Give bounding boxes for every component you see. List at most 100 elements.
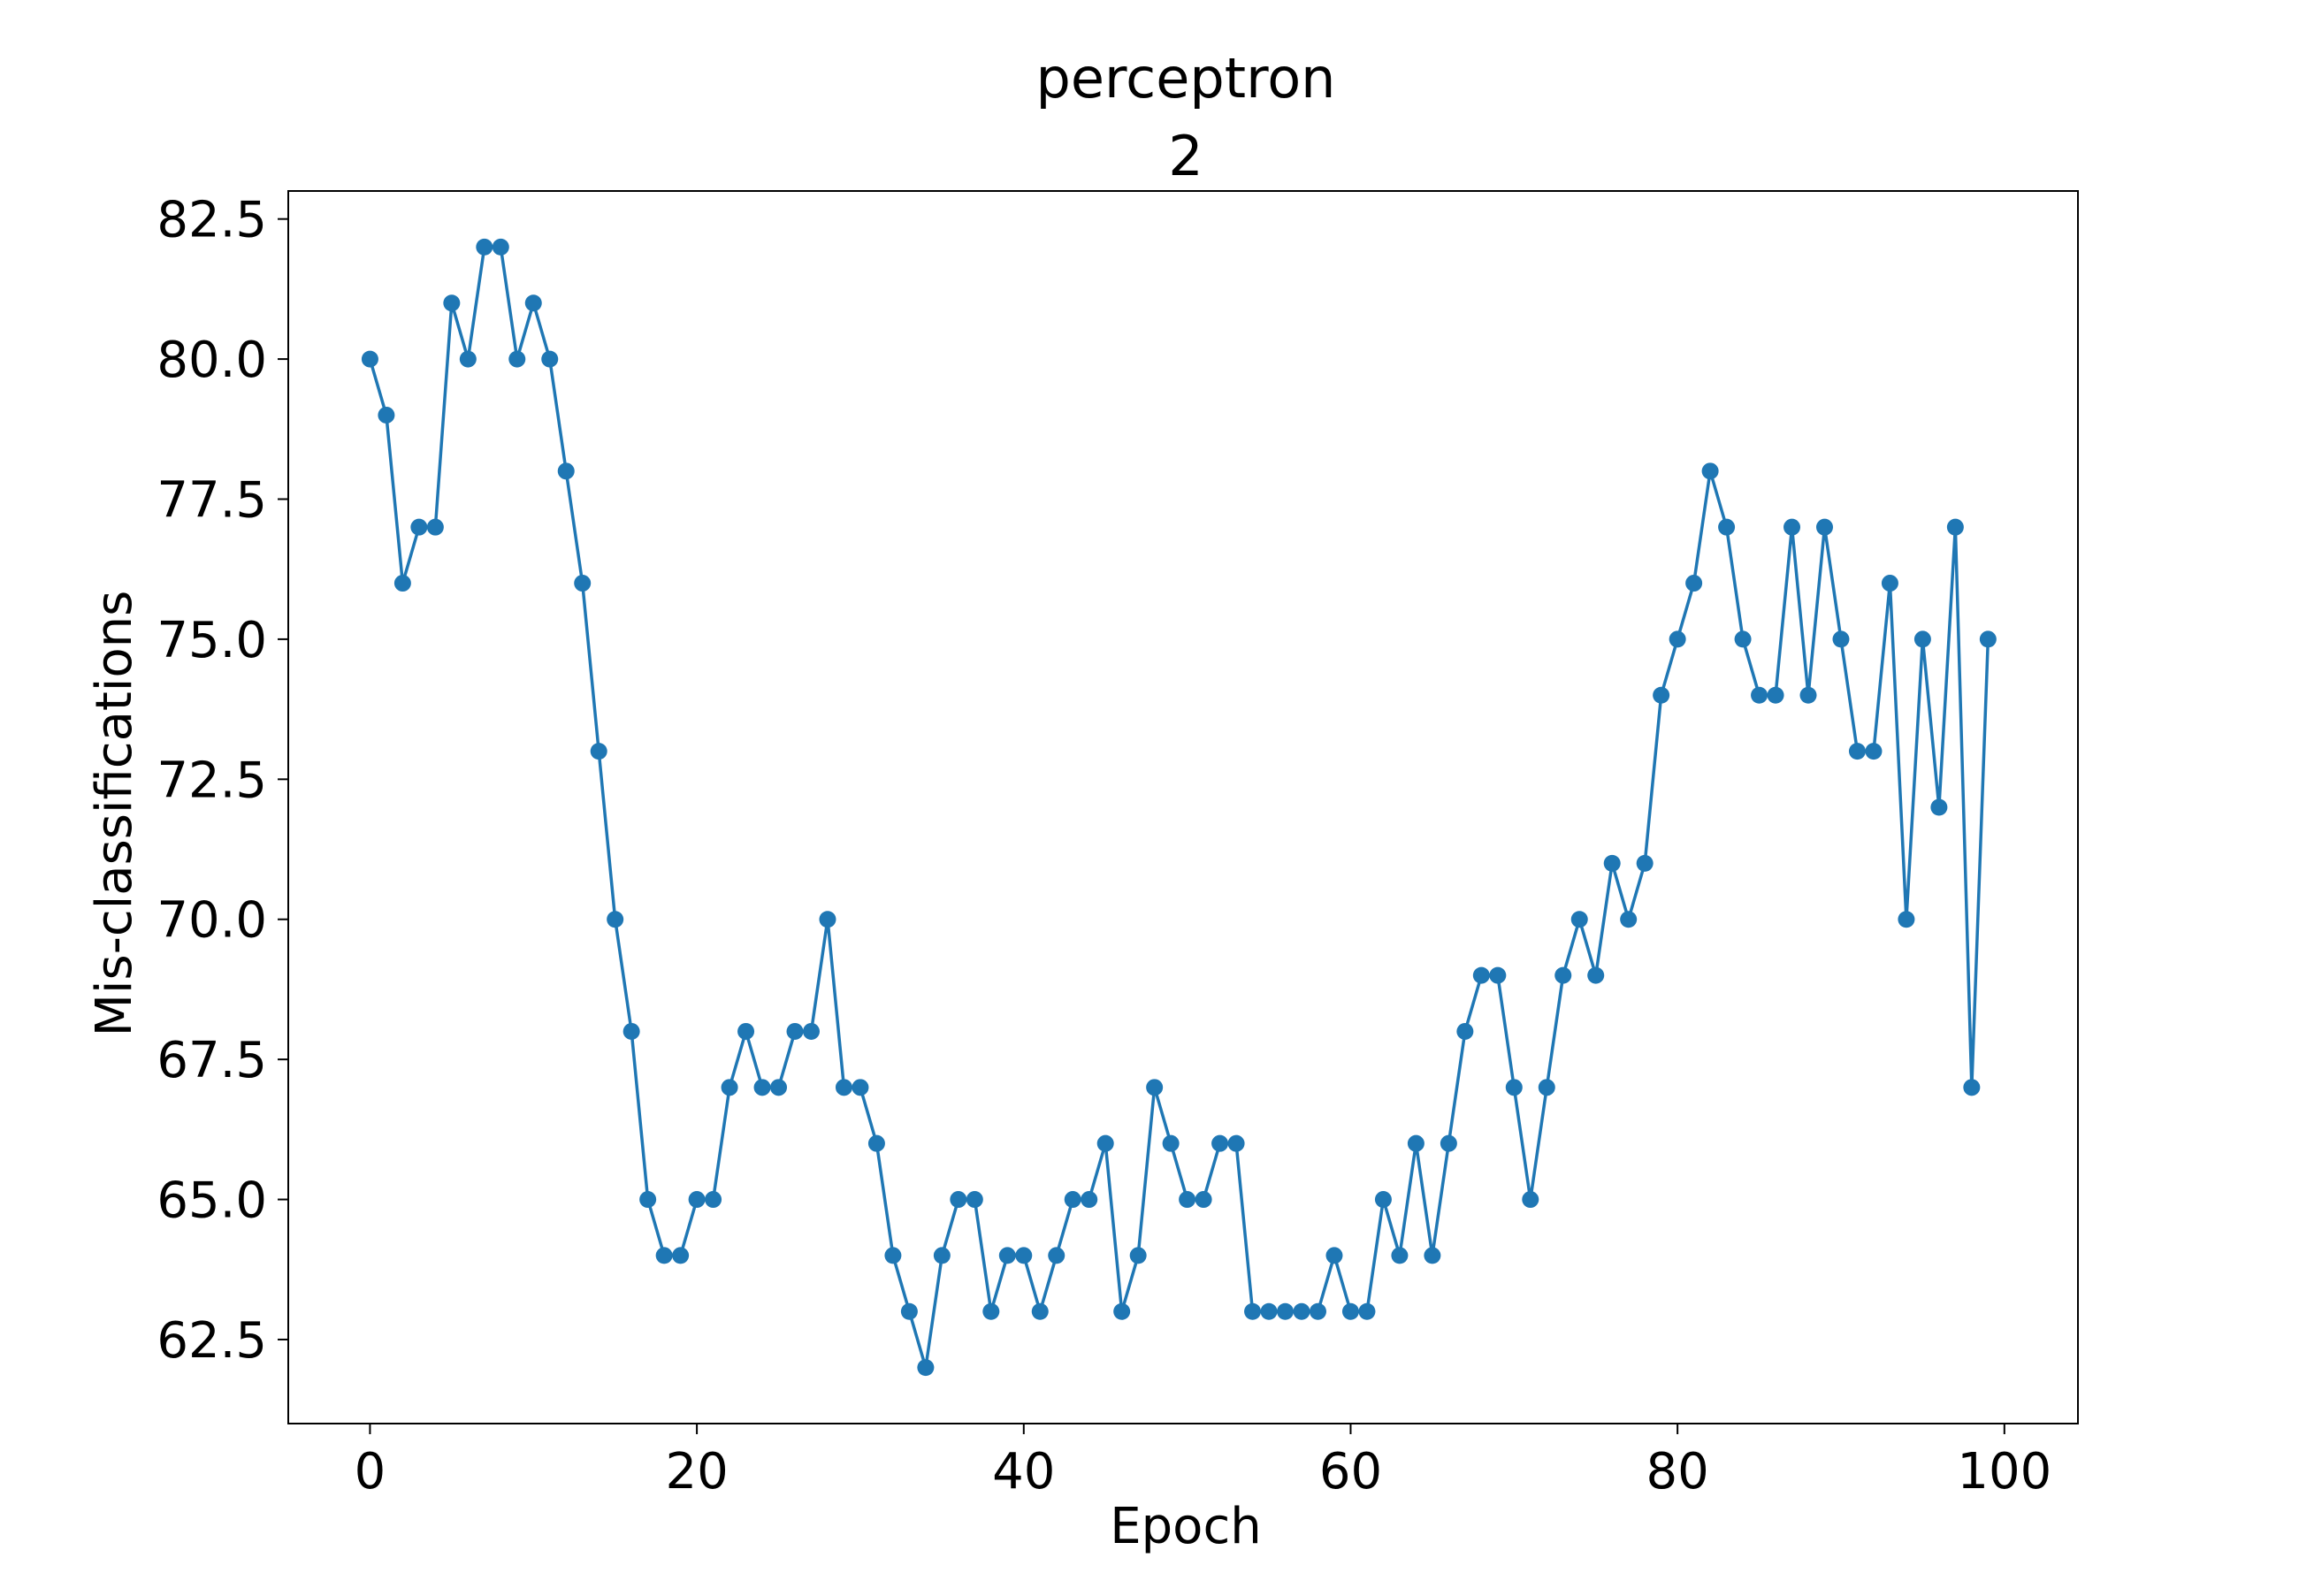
data-point xyxy=(1277,1302,1295,1320)
data-point xyxy=(1440,1134,1457,1152)
data-point xyxy=(835,1079,852,1096)
data-point xyxy=(639,1191,657,1209)
data-point xyxy=(900,1302,918,1320)
chart-subtitle: 2 xyxy=(1168,124,1203,188)
data-point xyxy=(1424,1247,1441,1264)
y-tick-label: 67.5 xyxy=(157,1032,267,1089)
data-point xyxy=(688,1191,706,1209)
data-point xyxy=(1015,1247,1033,1264)
data-point xyxy=(655,1247,673,1264)
data-point xyxy=(524,294,542,312)
data-point xyxy=(1783,518,1801,536)
y-tick-label: 65.0 xyxy=(157,1172,267,1230)
data-point xyxy=(737,1022,755,1040)
data-point xyxy=(622,1022,640,1040)
data-point xyxy=(1505,1079,1523,1096)
x-axis-label: Epoch xyxy=(1110,1498,1261,1555)
data-point xyxy=(1195,1191,1212,1209)
data-point xyxy=(1881,575,1898,592)
data-point xyxy=(1489,966,1507,984)
data-point xyxy=(950,1191,967,1209)
data-point xyxy=(1767,686,1784,704)
data-point xyxy=(1963,1079,1981,1096)
data-point xyxy=(590,743,607,760)
data-point xyxy=(1587,966,1605,984)
data-point xyxy=(1325,1247,1343,1264)
data-point xyxy=(492,238,509,256)
data-point xyxy=(819,911,836,928)
data-point xyxy=(884,1247,902,1264)
data-point xyxy=(1538,1079,1555,1096)
data-point xyxy=(1309,1302,1326,1320)
x-tick-label: 80 xyxy=(1646,1443,1709,1501)
data-point xyxy=(1653,686,1670,704)
x-tick-label: 40 xyxy=(992,1443,1055,1501)
data-point xyxy=(1816,518,1833,536)
data-point xyxy=(1685,575,1703,592)
data-point xyxy=(966,1191,983,1209)
data-point xyxy=(1832,630,1850,648)
y-tick-label: 75.0 xyxy=(157,612,267,669)
data-point xyxy=(1472,966,1490,984)
data-point xyxy=(1865,743,1883,760)
data-point xyxy=(1636,854,1654,872)
data-point xyxy=(1701,462,1719,480)
data-point xyxy=(1244,1302,1262,1320)
data-point xyxy=(1129,1247,1147,1264)
data-point xyxy=(1162,1134,1180,1152)
plot-frame xyxy=(287,190,2079,1424)
data-point xyxy=(1979,630,1997,648)
data-point xyxy=(1570,911,1588,928)
data-point xyxy=(1799,686,1817,704)
data-point xyxy=(705,1191,722,1209)
data-point xyxy=(1603,854,1621,872)
data-point xyxy=(1930,798,1948,816)
data-point xyxy=(721,1079,738,1096)
data-point xyxy=(1913,630,1931,648)
y-tick-label: 82.5 xyxy=(157,192,267,249)
x-tick-label: 20 xyxy=(665,1443,728,1501)
data-point xyxy=(770,1079,788,1096)
data-point xyxy=(1113,1302,1131,1320)
data-point xyxy=(998,1247,1016,1264)
data-point xyxy=(607,911,624,928)
data-point xyxy=(1211,1134,1229,1152)
data-point xyxy=(476,238,493,256)
data-point xyxy=(1946,518,1964,536)
data-point xyxy=(1146,1079,1164,1096)
x-tick-label: 100 xyxy=(1957,1443,2051,1501)
data-point xyxy=(393,575,411,592)
data-point xyxy=(1227,1134,1245,1152)
data-point xyxy=(426,518,444,536)
data-point xyxy=(1620,911,1638,928)
chart-title: perceptron xyxy=(1036,46,1336,111)
data-point xyxy=(1522,1191,1539,1209)
y-axis-label: Mis-classifications xyxy=(86,591,143,1037)
data-point xyxy=(786,1022,804,1040)
data-point xyxy=(1293,1302,1310,1320)
x-tick-label: 60 xyxy=(1319,1443,1382,1501)
y-tick-label: 70.0 xyxy=(157,892,267,950)
data-point xyxy=(867,1134,885,1152)
data-point xyxy=(557,462,575,480)
data-point xyxy=(1554,966,1572,984)
data-point xyxy=(1374,1191,1392,1209)
y-tick-label: 80.0 xyxy=(157,332,267,389)
y-tick-label: 62.5 xyxy=(157,1312,267,1370)
data-point xyxy=(574,575,592,592)
data-point xyxy=(1734,630,1752,648)
data-point xyxy=(1341,1302,1359,1320)
data-point xyxy=(1718,518,1736,536)
series-line xyxy=(368,245,1990,1370)
data-point xyxy=(1031,1302,1049,1320)
data-point xyxy=(1391,1247,1409,1264)
data-point xyxy=(443,294,461,312)
data-point xyxy=(1358,1302,1376,1320)
data-point xyxy=(1064,1191,1081,1209)
data-point xyxy=(410,518,428,536)
data-point xyxy=(1898,911,1915,928)
data-point xyxy=(1407,1134,1424,1152)
data-point xyxy=(672,1247,690,1264)
data-point xyxy=(1048,1247,1065,1264)
